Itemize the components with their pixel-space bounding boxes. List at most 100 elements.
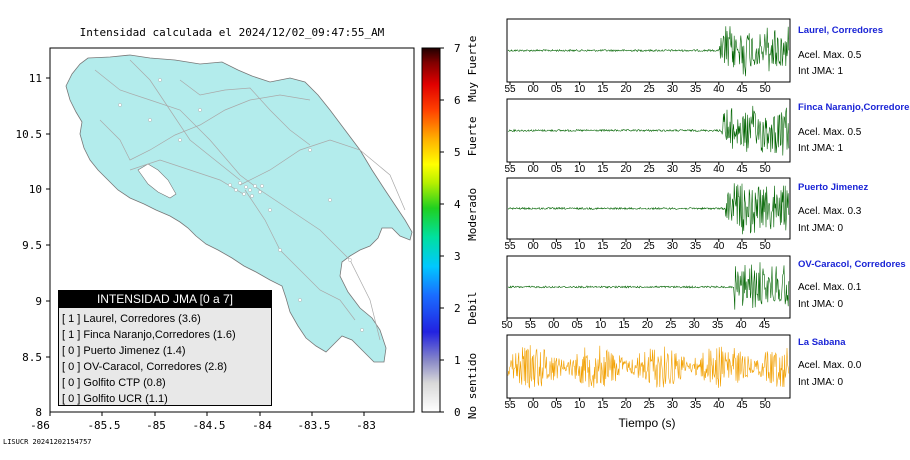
colorbar-tick-label: 1: [454, 354, 461, 367]
station-name: Laurel, Corredores: [798, 25, 883, 36]
seismogram-tick-label: 45: [759, 320, 771, 331]
colorbar-tick-label: 7: [454, 42, 461, 55]
town-marker: [298, 298, 302, 302]
seismogram-tick-label: 30: [667, 84, 679, 95]
seismogram-tick-label: 20: [620, 84, 632, 95]
seismogram-tick-label: 25: [644, 241, 656, 252]
seismogram-tick-label: 55: [504, 400, 516, 411]
seismogram-tick-label: 20: [642, 320, 654, 331]
map-x-tick: -85.5: [87, 419, 120, 432]
map-x-tick: -86: [30, 419, 50, 432]
town-marker: [234, 188, 238, 192]
map-y-tick: 10: [29, 183, 42, 196]
seismogram-tick-label: 40: [735, 320, 747, 331]
station-jma: Int JMA: 1: [798, 143, 844, 154]
seismogram: 55 00 05 10 15 20 25 30 35 40 45 50: [504, 177, 791, 252]
road-network: [94, 59, 406, 341]
seismogram: 55 00 05 10 15 20 25 30 35 40 45 50: [504, 334, 791, 411]
town-marker: [244, 185, 248, 189]
map-y-axis: 11 10.5 10 9.5 9 8.5 8: [16, 72, 50, 419]
seismogram-tick-label: 30: [667, 400, 679, 411]
station-name: Puerto Jimenez: [798, 182, 869, 193]
seismogram-tick-label: 25: [644, 164, 656, 175]
seismogram-tick-label: 05: [551, 400, 563, 411]
town-marker: [328, 198, 332, 202]
colorbar: 0 1 2 3 4 5 6 7 No sentido Debil Moderado Fuerte Mu…: [421, 36, 479, 419]
town-marker: [278, 248, 282, 252]
legend-item: [ 1 ] Laurel, Corredores (3.6): [62, 313, 201, 325]
town-marker: [348, 258, 352, 262]
seismogram-tick-label: 35: [690, 164, 702, 175]
seismogram-tick-label: 05: [551, 241, 563, 252]
town-marker: [118, 103, 122, 107]
seismogram: 50 55 00 05 10 15 20 25 30 35 40 45: [501, 255, 791, 331]
seismogram-tick-label: 30: [667, 164, 679, 175]
seismogram-tick-label: 45: [736, 84, 748, 95]
seismogram-tick-label: 00: [528, 400, 540, 411]
footer-id: LISUCR 20241202154757: [3, 438, 92, 446]
waveform-trace: [507, 345, 790, 389]
map-x-tick: -84: [252, 419, 272, 432]
road-line: [94, 69, 381, 341]
town-marker: [253, 184, 257, 188]
waveform-trace: [508, 262, 790, 310]
legend-item: [ 0 ] Golfito CTP (0.8): [62, 377, 166, 389]
seismogram-tick-label: 20: [620, 164, 632, 175]
town-marker: [258, 190, 262, 194]
seismogram-tick-label: 45: [736, 400, 748, 411]
waveform-trace: [507, 105, 790, 156]
seismogram-tick-label: 55: [504, 241, 516, 252]
seismogram-tick-label: 20: [620, 400, 632, 411]
seismogram-tick-label: 55: [504, 164, 516, 175]
intensity-legend: [58, 290, 272, 406]
seismogram-tick-label: 40: [713, 241, 725, 252]
legend-item: [ 1 ] Finca Naranjo,Corredores (1.6): [62, 329, 236, 341]
seismogram-tick-label: 05: [551, 164, 563, 175]
seismogram-tick-label: 25: [665, 320, 677, 331]
map-y-tick: 10.5: [16, 128, 43, 141]
colorbar-tick-label: 5: [454, 146, 461, 159]
seismogram-tick-label: 10: [574, 400, 586, 411]
seismogram-tick-label: 45: [736, 164, 748, 175]
station-jma: Int JMA: 0: [798, 377, 844, 388]
map-y-tick: 9: [35, 295, 42, 308]
map-title: Intensidad calculada el 2024/12/02_09:47…: [80, 26, 385, 39]
town-marker: [250, 194, 254, 198]
station-name: Finca Naranjo,Corredores: [798, 102, 910, 113]
seismogram-tick-label: 15: [597, 241, 609, 252]
road-line: [129, 59, 241, 181]
road-line: [244, 189, 356, 321]
road-line: [239, 139, 406, 211]
costa-rica-landmass: [65, 54, 413, 363]
seismogram-tick-label: 55: [525, 320, 537, 331]
seismogram-tick-label: 50: [760, 241, 772, 252]
seismogram-tick-label: 25: [644, 84, 656, 95]
town-marker: [360, 328, 364, 332]
station-max-accel: Acel. Max. 0.5: [798, 127, 862, 138]
map-x-tick: -84.5: [192, 419, 225, 432]
seismogram-tick-label: 00: [548, 320, 560, 331]
seismogram-tick-label: 50: [760, 164, 772, 175]
seismogram-tick-label: 15: [597, 400, 609, 411]
colorbar-category-label: Debil: [466, 291, 479, 324]
station-max-accel: Acel. Max. 0.5: [798, 50, 862, 61]
seismogram-tick-label: 40: [713, 400, 725, 411]
waveform-trace: [507, 183, 790, 235]
seismogram-tick-label: 00: [528, 241, 540, 252]
town-markers: [118, 78, 364, 332]
map-x-tick: -85: [146, 419, 166, 432]
seismogram-tick-label: 00: [528, 84, 540, 95]
station-jma: Int JMA: 0: [798, 299, 844, 310]
town-marker: [178, 138, 182, 142]
map-x-tick: -83.5: [297, 419, 330, 432]
seismogram-tick-label: 40: [713, 84, 725, 95]
nicoya-gulf: [137, 163, 177, 199]
seismogram-tick-label: 15: [597, 84, 609, 95]
station-jma: Int JMA: 1: [798, 66, 844, 77]
town-marker: [198, 108, 202, 112]
legend-title: INTENSIDAD JMA [0 a 7]: [58, 290, 272, 308]
colorbar-category-label: No sentido: [466, 353, 479, 419]
map-x-tick: -83: [356, 419, 376, 432]
town-marker: [242, 192, 246, 196]
